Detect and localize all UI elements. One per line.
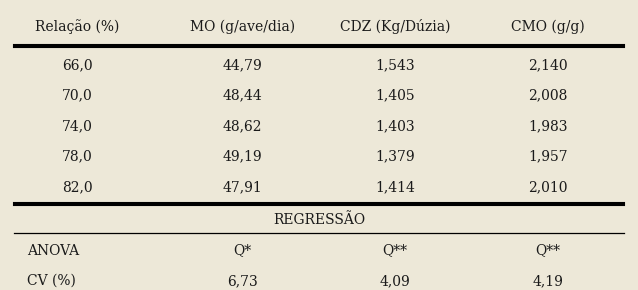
Text: 1,957: 1,957 (528, 149, 567, 164)
Text: Relação (%): Relação (%) (36, 19, 120, 34)
Text: 70,0: 70,0 (63, 88, 93, 102)
Text: CDZ (Kg/Dúzia): CDZ (Kg/Dúzia) (340, 19, 450, 34)
Text: 1,405: 1,405 (375, 88, 415, 102)
Text: Q**: Q** (535, 244, 560, 258)
Text: 66,0: 66,0 (63, 58, 93, 72)
Text: 1,403: 1,403 (375, 119, 415, 133)
Text: 74,0: 74,0 (62, 119, 93, 133)
Text: 1,414: 1,414 (375, 180, 415, 194)
Text: 2,010: 2,010 (528, 180, 567, 194)
Text: 44,79: 44,79 (223, 58, 263, 72)
Text: 48,44: 48,44 (223, 88, 263, 102)
Text: 78,0: 78,0 (63, 149, 93, 164)
Text: 82,0: 82,0 (63, 180, 93, 194)
Text: 48,62: 48,62 (223, 119, 262, 133)
Text: 2,140: 2,140 (528, 58, 567, 72)
Text: CMO (g/g): CMO (g/g) (511, 20, 584, 34)
Text: CV (%): CV (%) (27, 274, 76, 288)
Text: ANOVA: ANOVA (27, 244, 79, 258)
Text: 49,19: 49,19 (223, 149, 263, 164)
Text: 1,983: 1,983 (528, 119, 567, 133)
Text: REGRESSÃO: REGRESSÃO (273, 213, 365, 227)
Text: 2,008: 2,008 (528, 88, 567, 102)
Text: 1,543: 1,543 (375, 58, 415, 72)
Text: 1,379: 1,379 (375, 149, 415, 164)
Text: MO (g/ave/dia): MO (g/ave/dia) (190, 20, 295, 34)
Text: 47,91: 47,91 (223, 180, 263, 194)
Text: 4,09: 4,09 (380, 274, 411, 288)
Text: 4,19: 4,19 (532, 274, 563, 288)
Text: 6,73: 6,73 (227, 274, 258, 288)
Text: Q**: Q** (383, 244, 408, 258)
Text: Q*: Q* (234, 244, 252, 258)
